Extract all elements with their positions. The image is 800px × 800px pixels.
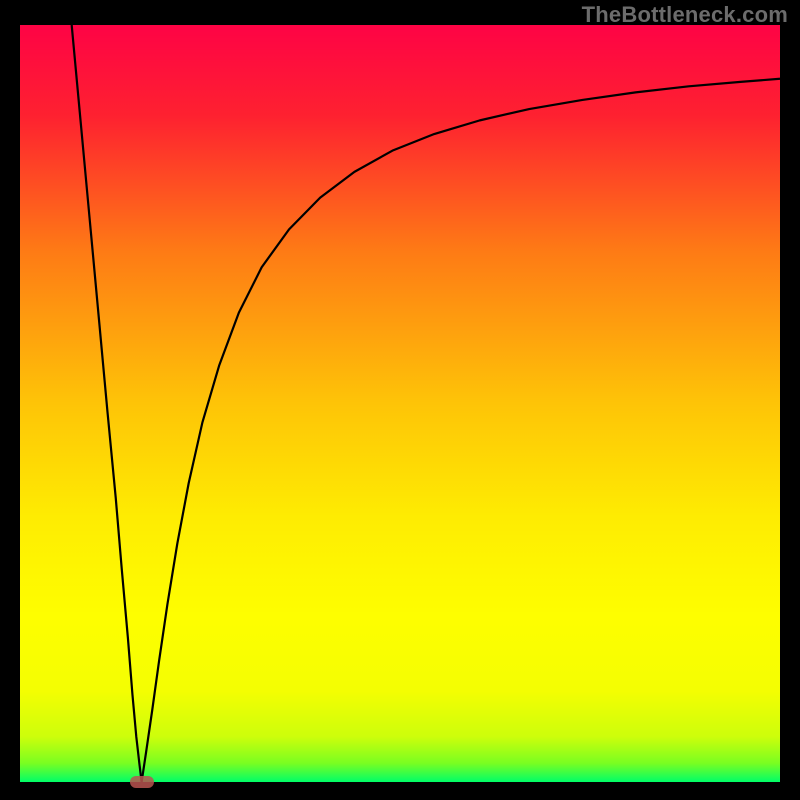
watermark-text: TheBottleneck.com <box>582 2 788 28</box>
curve-layer <box>20 25 780 782</box>
curve-left-branch <box>72 25 142 782</box>
minimum-marker <box>130 776 154 788</box>
curve-right-branch <box>142 79 780 782</box>
chart-frame: TheBottleneck.com <box>0 0 800 800</box>
plot-area <box>20 25 780 782</box>
